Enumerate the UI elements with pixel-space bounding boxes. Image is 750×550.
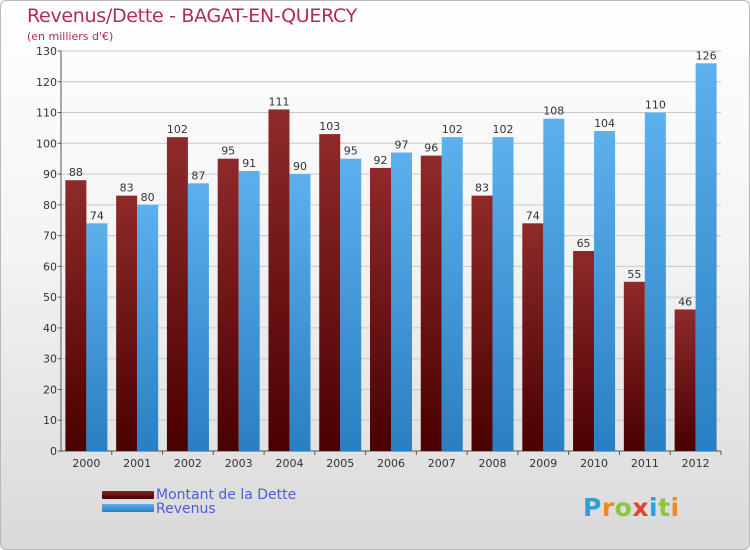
bar-revenus [86,223,108,451]
x-tick-label: 2011 [631,457,659,470]
data-label: 103 [319,120,340,133]
data-label: 55 [627,268,641,281]
data-label: 74 [526,209,540,222]
y-tick-label: 10 [43,414,57,427]
bar-revenus [289,174,311,452]
x-tick-label: 2000 [72,457,100,470]
proxiti-logo: Proxiti [583,493,680,522]
chart-title: Revenus/Dette - BAGAT-EN-QUERCY [27,5,357,27]
y-tick-label: 130 [36,45,57,58]
y-tick-label: 120 [36,76,57,89]
data-label: 102 [167,123,188,136]
bar-dette [674,309,696,451]
bars [65,63,717,452]
data-label: 80 [141,191,155,204]
bar-dette [65,180,87,451]
x-tick-label: 2003 [225,457,253,470]
bar-revenus [238,171,260,451]
bar-revenus [543,118,565,451]
data-label: 102 [493,123,514,136]
legend-label-revenus: Revenus [156,501,216,517]
data-label: 111 [268,95,289,108]
legend-swatch-dette [102,491,154,499]
bar-revenus [187,183,209,452]
logo-letter: i [649,493,659,522]
logo-letter: P [583,493,602,522]
bar-revenus [441,137,463,451]
axes: 0 10 20 30 40 50 60 70 80 90 100 110 120 130 2000 2001 2… [36,45,722,470]
data-label: 87 [191,169,205,182]
data-label: 92 [374,154,388,167]
bar-revenus [695,63,717,452]
data-label: 104 [594,117,615,130]
legend-label-dette: Montant de la Dette [156,487,297,503]
bar-dette [471,195,493,451]
data-label: 90 [293,160,307,173]
x-tick-label: 2005 [326,457,354,470]
bar-revenus [492,137,514,451]
logo-letter: i [670,493,680,522]
data-label: 96 [424,142,438,155]
logo-letter: x [632,493,649,522]
data-label: 83 [120,182,134,195]
x-tick-label: 2010 [580,457,608,470]
logo-letter: o [614,493,633,522]
bar-dette [116,195,138,451]
data-label: 65 [577,237,591,250]
logo-letter: r [601,493,615,522]
bar-revenus [644,112,666,452]
data-label: 74 [90,209,104,222]
y-tick-label: 70 [43,230,57,243]
data-label: 110 [645,99,666,112]
legend-swatch-revenus [102,504,154,512]
bar-dette [623,281,645,451]
data-label: 108 [543,105,564,118]
x-tick-label: 2009 [529,457,557,470]
bar-dette [522,223,544,451]
x-tick-label: 2006 [377,457,405,470]
y-tick-label: 30 [43,353,57,366]
chart-subtitle: (en milliers d'€) [27,30,114,43]
y-tick-label: 100 [36,137,57,150]
bar-dette [268,109,290,451]
bar-revenus [594,131,616,451]
data-label: 95 [221,145,235,158]
bar-dette [370,167,391,451]
x-tick-label: 2004 [275,457,303,470]
y-tick-label: 20 [43,383,57,396]
x-tick-label: 2007 [428,457,456,470]
bar-revenus [340,158,362,451]
data-label: 97 [395,139,409,152]
data-label: 83 [475,182,489,195]
y-tick-label: 90 [43,168,57,181]
y-tick-label: 50 [43,291,57,304]
y-tick-label: 60 [43,260,57,273]
data-label: 95 [344,145,358,158]
y-tick-label: 80 [43,199,57,212]
logo-letter: t [658,493,671,522]
data-labels: 88 74 83 80 102 87 95 91 111 90 103 95 92 97 96 102 83 10… [69,49,717,308]
x-tick-label: 2008 [479,457,507,470]
data-label: 102 [442,123,463,136]
y-tick-label: 40 [43,322,57,335]
data-label: 46 [678,295,692,308]
data-label: 126 [696,49,717,62]
y-tick-label: 0 [50,445,57,458]
bar-dette [166,137,188,451]
bar-dette [319,134,341,452]
data-label: 91 [242,157,256,170]
x-tick-label: 2002 [174,457,202,470]
x-tick-label: 2001 [123,457,151,470]
y-tick-label: 110 [36,107,57,120]
bar-dette [573,251,595,451]
bar-dette [420,155,442,451]
x-tick-label: 2012 [682,457,710,470]
data-label: 88 [69,166,83,179]
bar-dette [217,158,239,451]
bar-revenus [137,204,159,451]
bar-revenus [391,152,412,452]
